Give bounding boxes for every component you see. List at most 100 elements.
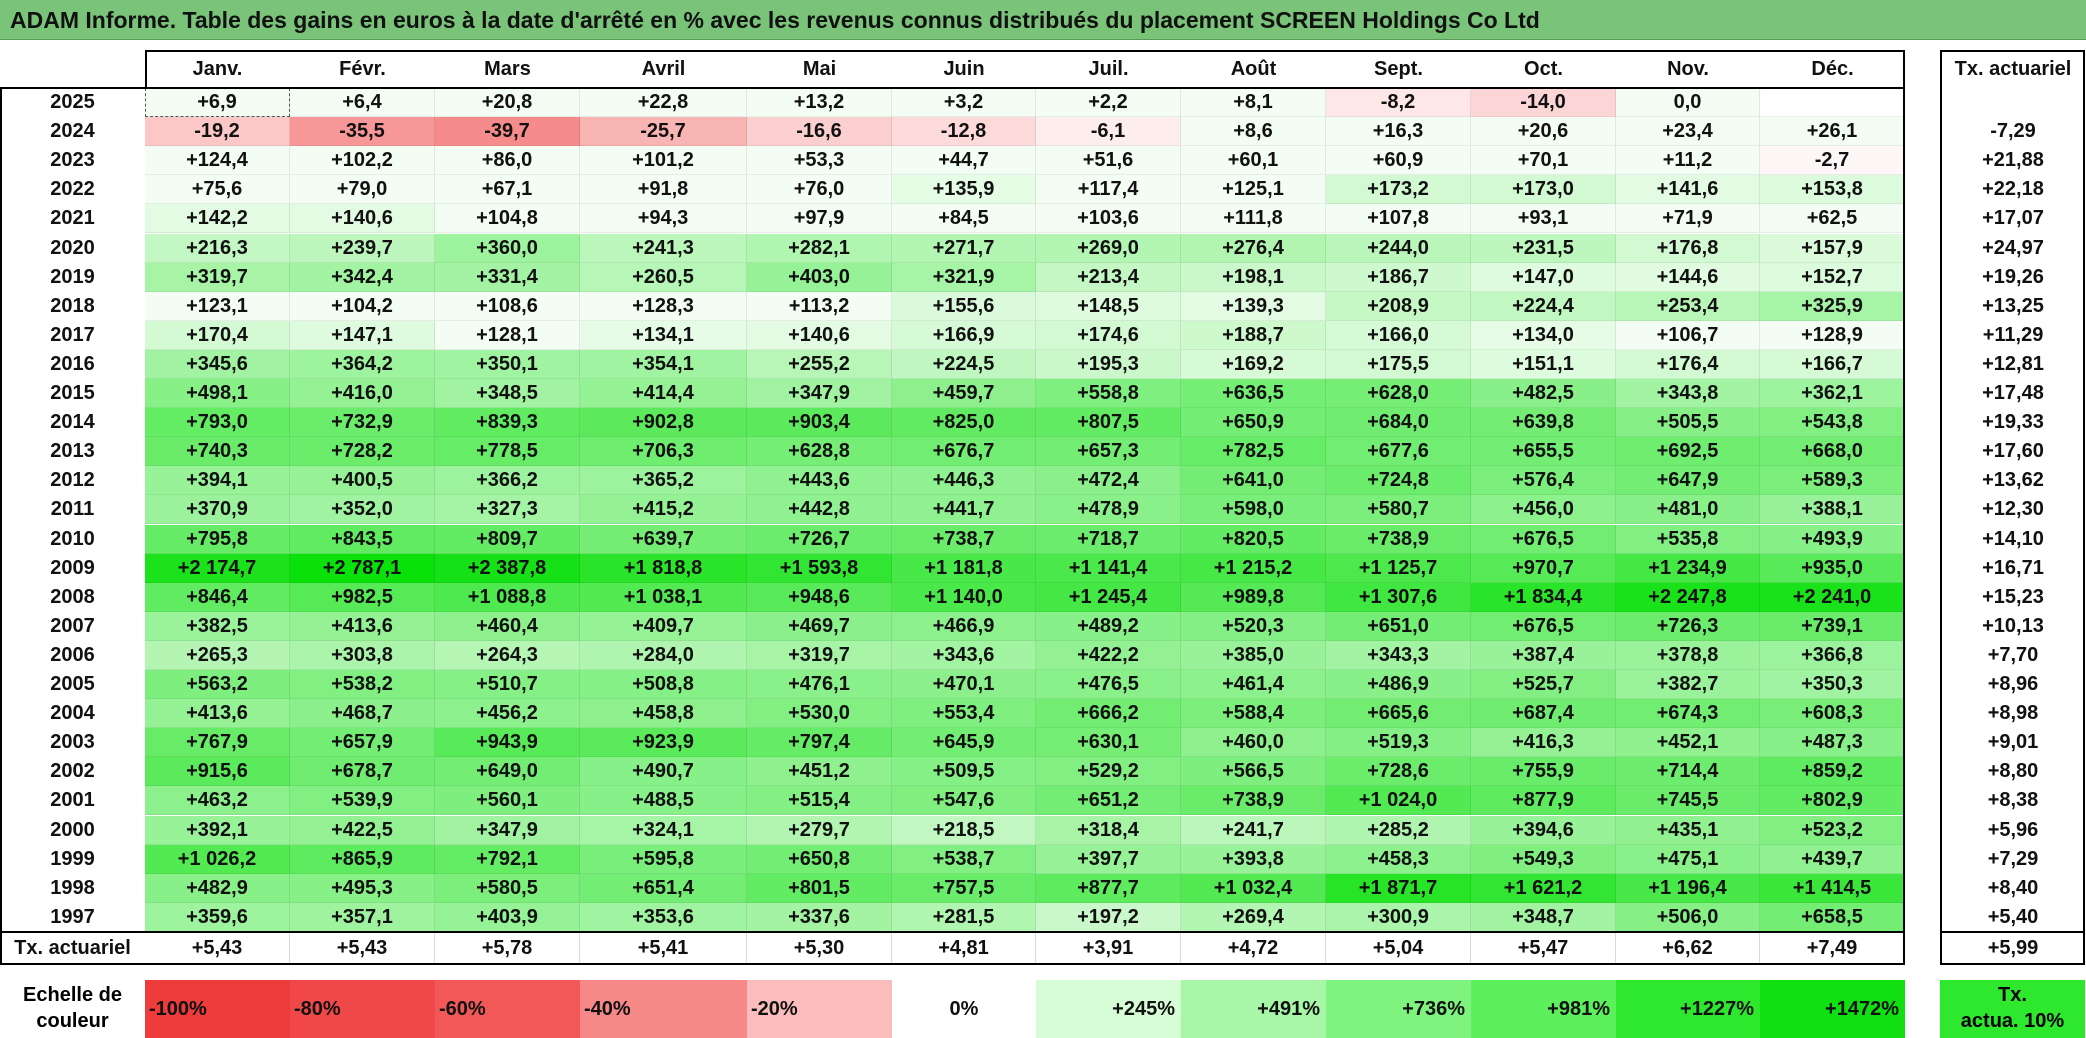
table-cell: +490,7 bbox=[580, 757, 747, 787]
table-cell: +94,3 bbox=[580, 204, 747, 234]
table-cell: +397,7 bbox=[1036, 844, 1181, 874]
footer-cell: +6,62 bbox=[1616, 932, 1760, 964]
table-cell: +409,7 bbox=[580, 611, 747, 641]
table-cell: +125,1 bbox=[1181, 175, 1326, 205]
table-cell: +3,2 bbox=[892, 88, 1036, 118]
table-cell: +155,6 bbox=[892, 291, 1036, 321]
table-cell: +11,2 bbox=[1616, 146, 1760, 176]
table-cell: +366,8 bbox=[1760, 640, 1905, 670]
table-cell: +687,4 bbox=[1471, 699, 1616, 729]
year-label: 2001 bbox=[50, 789, 95, 812]
month-header: Oct. bbox=[1524, 58, 1563, 80]
table-cell: +1 234,9 bbox=[1616, 553, 1760, 583]
table-cell: +324,1 bbox=[580, 815, 747, 845]
table-cell: +439,7 bbox=[1760, 844, 1905, 874]
table-cell: +2 787,1 bbox=[290, 553, 435, 583]
scale-tx-line1: Tx. bbox=[1998, 984, 2027, 1006]
table-cell: +1 414,5 bbox=[1760, 873, 1905, 903]
table-cell: +486,9 bbox=[1326, 670, 1471, 700]
table-cell: +142,2 bbox=[145, 204, 290, 234]
scale-swatch: -60% bbox=[435, 980, 580, 1038]
year-label: 2009 bbox=[50, 556, 95, 579]
year-label: 2006 bbox=[50, 643, 95, 666]
footer-cell: +3,91 bbox=[1036, 932, 1181, 964]
table-cell: +260,5 bbox=[580, 262, 747, 292]
table-cell: +208,9 bbox=[1326, 291, 1471, 321]
table-cell: +76,0 bbox=[747, 175, 892, 205]
table-cell: +350,1 bbox=[435, 349, 580, 379]
table-cell: +677,6 bbox=[1326, 437, 1471, 467]
table-cell: +284,0 bbox=[580, 640, 747, 670]
table-cell: +489,2 bbox=[1036, 611, 1181, 641]
table-cell: +170,4 bbox=[145, 320, 290, 350]
table-cell: +102,2 bbox=[290, 146, 435, 176]
table-cell: +140,6 bbox=[290, 204, 435, 234]
table-cell: +282,1 bbox=[747, 233, 892, 263]
table-cell: +738,7 bbox=[892, 524, 1036, 554]
table-cell: +26,1 bbox=[1760, 117, 1905, 147]
table-cell: +244,0 bbox=[1326, 233, 1471, 263]
table-cell: +510,7 bbox=[435, 670, 580, 700]
table-cell: +676,5 bbox=[1471, 524, 1616, 554]
tx-cell: +12,81 bbox=[1982, 352, 2044, 375]
year-label: 2018 bbox=[50, 294, 95, 317]
table-cell: +530,0 bbox=[747, 699, 892, 729]
table-cell: +475,1 bbox=[1616, 844, 1760, 874]
table-cell: +174,6 bbox=[1036, 320, 1181, 350]
year-label: 2023 bbox=[50, 149, 95, 172]
table-cell: +508,8 bbox=[580, 670, 747, 700]
tx-cell: +22,18 bbox=[1982, 178, 2044, 201]
table-cell: +153,8 bbox=[1760, 175, 1905, 205]
table-cell: +576,4 bbox=[1471, 466, 1616, 496]
year-label: 2000 bbox=[50, 818, 95, 841]
table-cell: +400,5 bbox=[290, 466, 435, 496]
table-cell: +348,5 bbox=[435, 379, 580, 409]
table-cell: +728,6 bbox=[1326, 757, 1471, 787]
table-cell: +915,6 bbox=[145, 757, 290, 787]
scale-swatch: +981% bbox=[1471, 980, 1616, 1038]
table-cell: +666,2 bbox=[1036, 699, 1181, 729]
table-cell: +1 818,8 bbox=[580, 553, 747, 583]
year-label: 2013 bbox=[50, 440, 95, 463]
table-cell: +186,7 bbox=[1326, 262, 1471, 292]
table-cell: +463,2 bbox=[145, 786, 290, 816]
table-cell: +732,9 bbox=[290, 408, 435, 438]
table-cell: +1 196,4 bbox=[1616, 873, 1760, 903]
table-cell: +519,3 bbox=[1326, 728, 1471, 758]
table-cell: +482,5 bbox=[1471, 379, 1616, 409]
table-cell: +360,0 bbox=[435, 233, 580, 263]
tx-cell: +8,98 bbox=[1987, 702, 2039, 725]
table-cell: +948,6 bbox=[747, 582, 892, 612]
scale-label: Echelle de couleur bbox=[0, 980, 145, 1038]
table-cell: +726,7 bbox=[747, 524, 892, 554]
year-label: 2011 bbox=[50, 498, 95, 521]
table-cell: +216,3 bbox=[145, 233, 290, 263]
table-cell: +350,3 bbox=[1760, 670, 1905, 700]
table-cell: +147,1 bbox=[290, 320, 435, 350]
month-header: Sept. bbox=[1374, 58, 1423, 80]
scale-swatch: +1472% bbox=[1760, 980, 1905, 1038]
year-label: 2015 bbox=[50, 382, 95, 404]
table-cell: +231,5 bbox=[1471, 233, 1616, 263]
table-cell: -2,7 bbox=[1760, 146, 1905, 176]
table-cell: +792,1 bbox=[435, 844, 580, 874]
table-cell: +726,3 bbox=[1616, 611, 1760, 641]
table-cell: +123,1 bbox=[145, 291, 290, 321]
table-cell: +539,9 bbox=[290, 786, 435, 816]
table-cell: +1 621,2 bbox=[1471, 873, 1616, 903]
table-cell: +144,6 bbox=[1616, 262, 1760, 292]
table-cell: +1 032,4 bbox=[1181, 873, 1326, 903]
table-cell: +595,8 bbox=[580, 844, 747, 874]
table-cell: +173,2 bbox=[1326, 175, 1471, 205]
table-cell: +264,3 bbox=[435, 640, 580, 670]
table-cell: +385,0 bbox=[1181, 640, 1326, 670]
table-cell: +364,2 bbox=[290, 349, 435, 379]
table-cell: +982,5 bbox=[290, 582, 435, 612]
year-label: 2019 bbox=[50, 265, 95, 288]
tx-cell: +7,70 bbox=[1987, 643, 2039, 666]
tx-cell: +8,80 bbox=[1987, 760, 2039, 783]
tx-cell: -7,29 bbox=[1990, 120, 2036, 143]
table-cell: +44,7 bbox=[892, 146, 1036, 176]
table-cell: +348,7 bbox=[1471, 902, 1616, 932]
table-cell: +107,8 bbox=[1326, 204, 1471, 234]
